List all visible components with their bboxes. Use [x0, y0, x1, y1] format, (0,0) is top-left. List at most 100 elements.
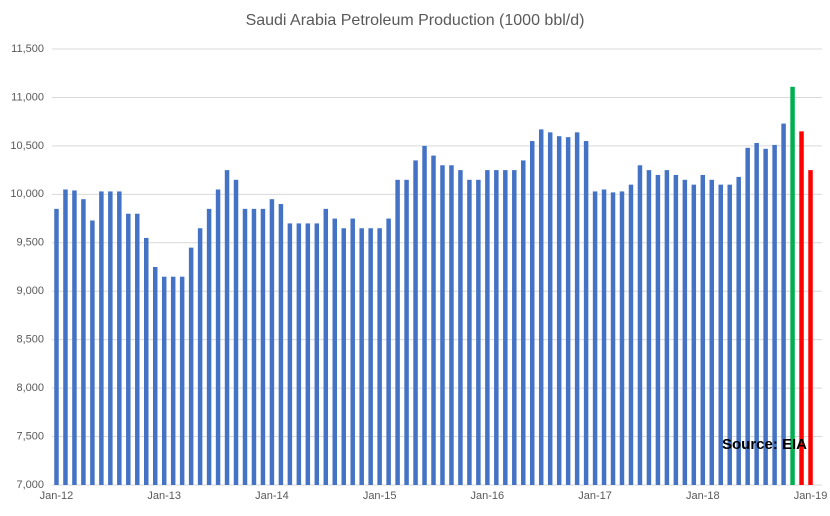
bar — [359, 228, 364, 485]
bar — [772, 144, 777, 486]
bar — [323, 208, 329, 485]
bar — [188, 247, 194, 485]
bar — [781, 123, 786, 486]
bar — [682, 179, 688, 486]
bar — [278, 204, 284, 485]
bar — [646, 170, 652, 485]
bar — [377, 228, 382, 485]
bar — [224, 170, 230, 485]
bar — [350, 218, 355, 486]
bar — [206, 208, 212, 485]
y-tick-label: 9,000 — [16, 285, 44, 297]
bar — [215, 189, 221, 485]
x-tick-label: Jan-13 — [147, 490, 181, 502]
bar — [610, 192, 616, 485]
bar — [673, 174, 679, 485]
bar — [126, 213, 131, 485]
x-tick-label: Jan-19 — [794, 490, 828, 502]
y-tick-label: 7,000 — [16, 479, 44, 491]
bar — [637, 165, 643, 485]
bar — [476, 179, 481, 486]
bar — [260, 208, 266, 485]
bar — [467, 179, 472, 486]
bar — [754, 142, 759, 485]
bar — [538, 129, 544, 485]
bar — [718, 184, 723, 485]
x-tick-label: Jan-15 — [363, 490, 397, 502]
bar — [197, 228, 203, 485]
bar — [72, 190, 77, 486]
x-tick-label: Jan-18 — [686, 490, 720, 502]
bar — [179, 276, 185, 485]
bar — [745, 147, 750, 485]
bar — [592, 191, 598, 485]
bar — [529, 141, 535, 486]
bar — [691, 184, 697, 485]
bar — [170, 276, 176, 485]
bar — [422, 145, 427, 485]
y-tick-label: 8,000 — [16, 382, 44, 394]
bar — [799, 131, 804, 485]
bar — [99, 191, 104, 485]
bar — [664, 170, 670, 485]
bar — [152, 267, 158, 485]
bar — [296, 223, 302, 485]
bar — [512, 170, 517, 485]
bar — [736, 176, 741, 486]
chart-title: Saudi Arabia Petroleum Production (1000 … — [246, 12, 585, 29]
bar — [449, 165, 454, 485]
bar — [413, 160, 418, 485]
bar — [332, 218, 338, 486]
y-tick-label: 7,500 — [16, 430, 44, 442]
bar — [305, 223, 311, 485]
bar — [494, 170, 499, 485]
bar — [619, 191, 625, 485]
bar — [521, 160, 526, 485]
bar — [108, 191, 113, 485]
bar — [287, 223, 293, 485]
bar — [565, 137, 571, 485]
bar — [161, 276, 167, 485]
bar — [547, 132, 553, 485]
y-tick-label: 11,000 — [11, 91, 44, 103]
bar — [63, 189, 68, 485]
y-tick-label: 8,500 — [16, 334, 44, 346]
y-tick-label: 9,500 — [16, 237, 44, 249]
y-tick-label: 10,000 — [10, 188, 44, 200]
x-tick-label: Jan-16 — [471, 490, 505, 502]
bar — [790, 86, 795, 485]
x-tick-label: Jan-17 — [578, 490, 612, 502]
y-tick-label: 11,500 — [11, 43, 44, 55]
bar — [314, 223, 320, 485]
bar — [269, 199, 275, 485]
bar — [386, 218, 391, 486]
bar — [727, 184, 732, 485]
bar — [440, 165, 445, 485]
bar — [601, 189, 607, 485]
bar — [144, 237, 149, 485]
bar — [368, 228, 373, 485]
annotation: Source: EIA — [722, 436, 807, 453]
bar — [700, 174, 706, 485]
bar — [503, 170, 508, 485]
bar — [251, 208, 257, 485]
bar — [763, 148, 768, 485]
bar — [808, 170, 813, 485]
bar — [485, 170, 490, 485]
bar — [458, 170, 463, 485]
y-tick-label: 10,500 — [10, 140, 44, 152]
bar — [431, 155, 436, 486]
bar — [135, 213, 140, 485]
bar — [233, 179, 239, 486]
bar — [81, 199, 86, 485]
bar — [655, 174, 661, 485]
bar — [556, 136, 562, 485]
bar — [628, 184, 634, 485]
x-tick-label: Jan-14 — [255, 490, 289, 502]
bar — [90, 220, 95, 485]
bar — [404, 179, 409, 486]
bar — [242, 208, 248, 485]
bar — [583, 141, 589, 486]
bar — [709, 179, 715, 486]
